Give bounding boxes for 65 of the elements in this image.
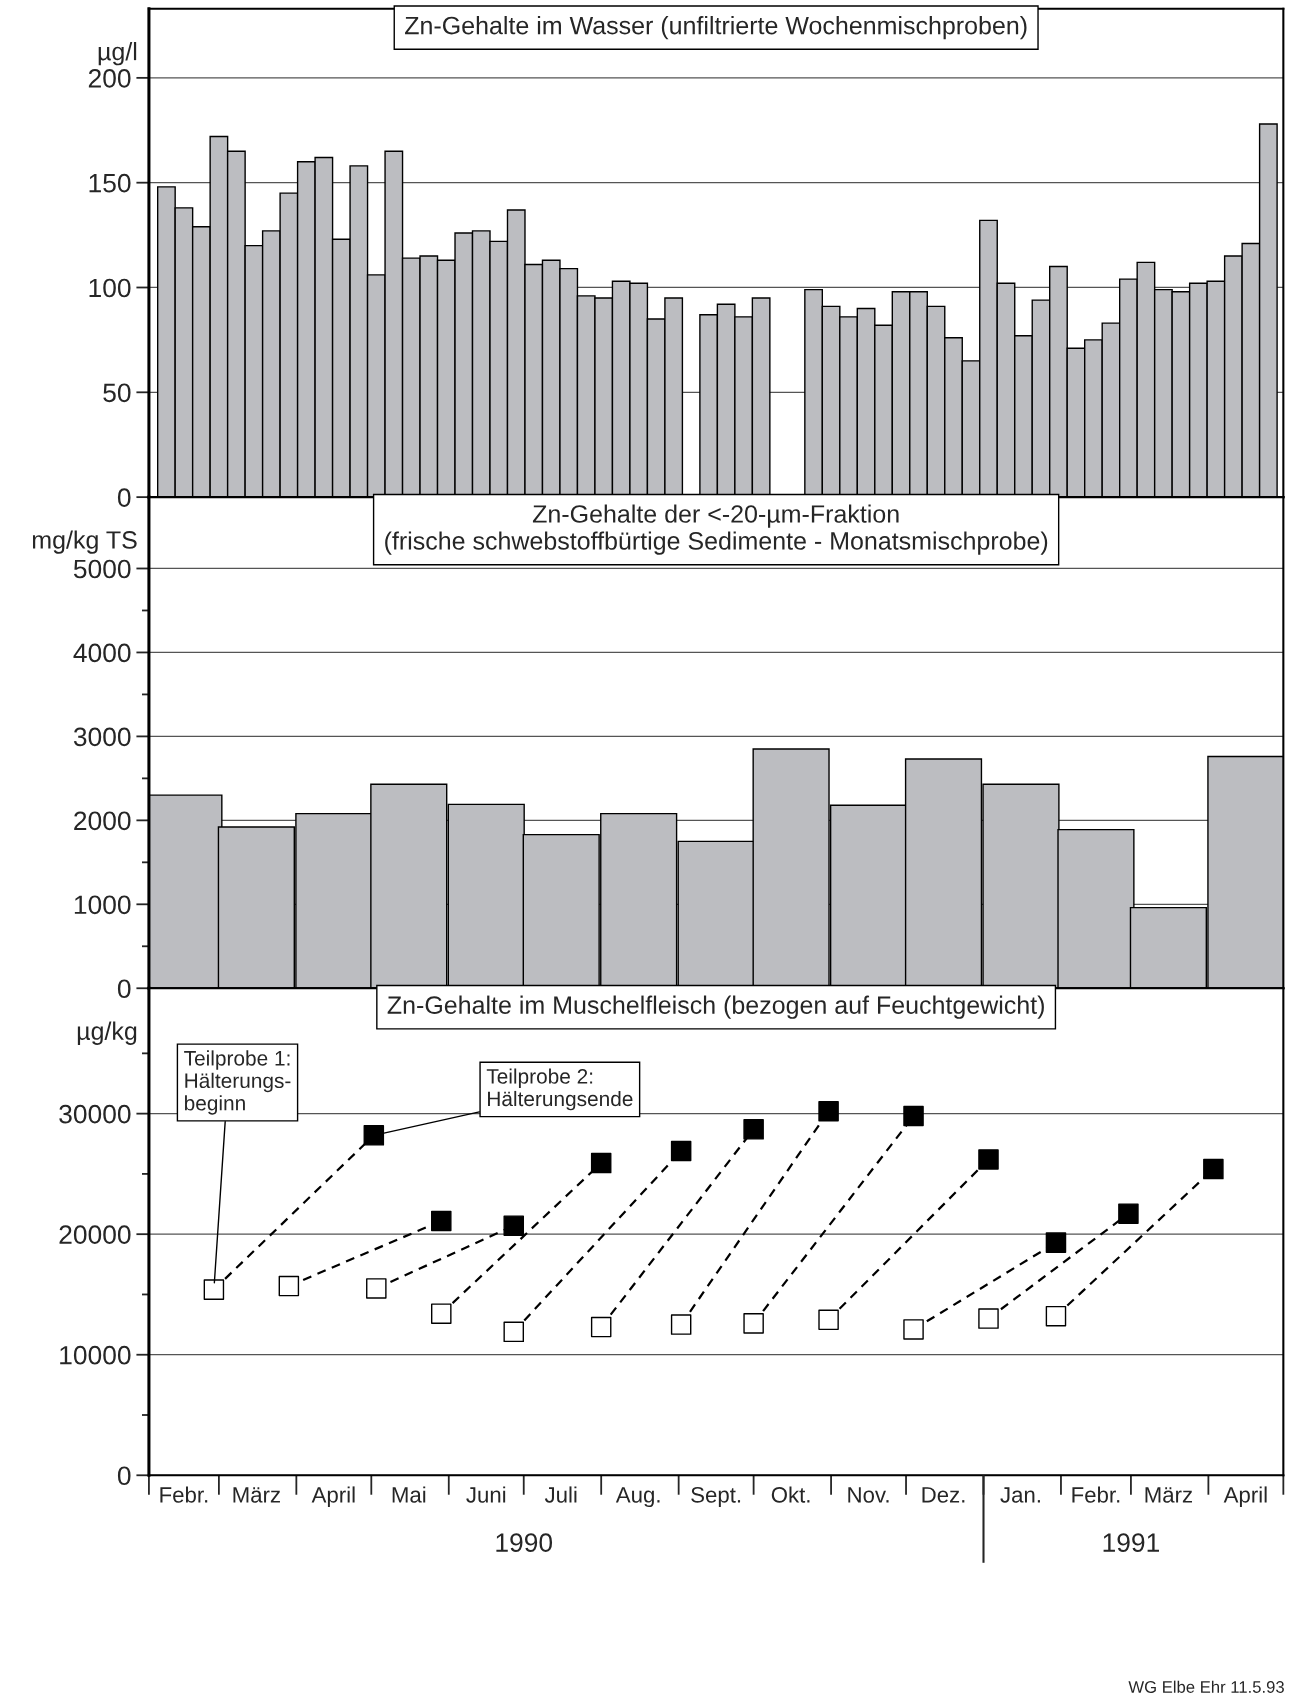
x-tick-label: März (233, 1487, 280, 1503)
point (978, 1308, 999, 1329)
x2-tick-label: 1990 (496, 1533, 553, 1552)
y-axis-title: µg/l (98, 42, 137, 66)
y-tick-label: 3000 (73, 727, 131, 747)
point (278, 1275, 300, 1297)
chart-title: Zn-Gehalte im Muschelfleisch (bezogen auf Feuchtgewicht) (387, 995, 1044, 1019)
point (431, 1303, 452, 1325)
x-tick-label: Febr. (1072, 1486, 1120, 1503)
y-tick-label: 1000 (74, 895, 131, 915)
x-tick-label: Nov. (848, 1487, 889, 1503)
chart-title: Zn-Gehalte im Wasser (unfiltrierte Wochenmischproben) (405, 16, 1027, 40)
point (903, 1319, 924, 1340)
point (503, 1321, 525, 1343)
point (670, 1140, 692, 1162)
text: Zn-Gehalte der <-20-µm-Fraktion (frische schwebstoffbürtige Sedimente - Monatsmischprobe) (385, 504, 1048, 555)
y-tick-label: 2000 (74, 811, 131, 831)
x-tick-label: Juli (544, 1486, 577, 1503)
y-axis-title: µg/kg (77, 1021, 137, 1045)
text: WG Elbe Ehr 11.5.93 (1128, 1680, 1284, 1693)
point (590, 1152, 612, 1174)
point (670, 1314, 692, 1335)
point (818, 1309, 839, 1331)
y-tick-label: 50 (103, 383, 131, 403)
y-tick-label: 150 (89, 173, 131, 193)
point (431, 1210, 452, 1232)
x-tick-label: Sept. (691, 1486, 741, 1508)
point (743, 1119, 764, 1140)
x-tick-label: Dez. (922, 1487, 965, 1503)
point (1045, 1305, 1067, 1327)
point (903, 1105, 924, 1127)
y-tick-label: 5000 (73, 559, 131, 579)
y-tick-label: 30000 (59, 1104, 131, 1124)
point (366, 1278, 387, 1299)
point (1203, 1158, 1224, 1180)
point (363, 1125, 385, 1146)
x-tick-label: April (311, 1486, 355, 1508)
point (978, 1149, 999, 1170)
point (590, 1316, 612, 1338)
y-tick-label: 4000 (73, 643, 131, 663)
y-axis-title: mg/kg TS (32, 530, 137, 554)
annotation: Teilprobe 1: Hälterungs- beginn (184, 1050, 291, 1115)
y-tick-label: 0 (117, 1466, 131, 1486)
x-tick-label: April (1223, 1486, 1267, 1508)
y-tick-label: 200 (88, 69, 131, 88)
point (1118, 1203, 1139, 1224)
x-tick-label: Febr. (160, 1486, 208, 1503)
x-tick-label: Aug. (615, 1487, 660, 1508)
x-tick-label: Okt. (771, 1486, 810, 1503)
y-tick-label: 100 (89, 278, 131, 298)
x2-tick-label: 1991 (1103, 1533, 1159, 1552)
x-tick-label: Jan. (1000, 1487, 1040, 1503)
point (203, 1279, 225, 1300)
point (1045, 1232, 1067, 1253)
x-tick-label: März (1145, 1487, 1192, 1503)
point (503, 1215, 525, 1237)
x-tick-label: Mai (392, 1486, 426, 1503)
y-tick-label: 20000 (59, 1225, 131, 1244)
y-tick-label: 0 (117, 979, 131, 999)
point (743, 1313, 764, 1334)
x-tick-label: Juni (466, 1486, 506, 1503)
point (818, 1100, 839, 1122)
y-tick-label: 0 (117, 488, 131, 507)
y-tick-label: 10000 (60, 1345, 131, 1365)
annotation: Teilprobe 2: Hälterungsende (486, 1068, 633, 1111)
